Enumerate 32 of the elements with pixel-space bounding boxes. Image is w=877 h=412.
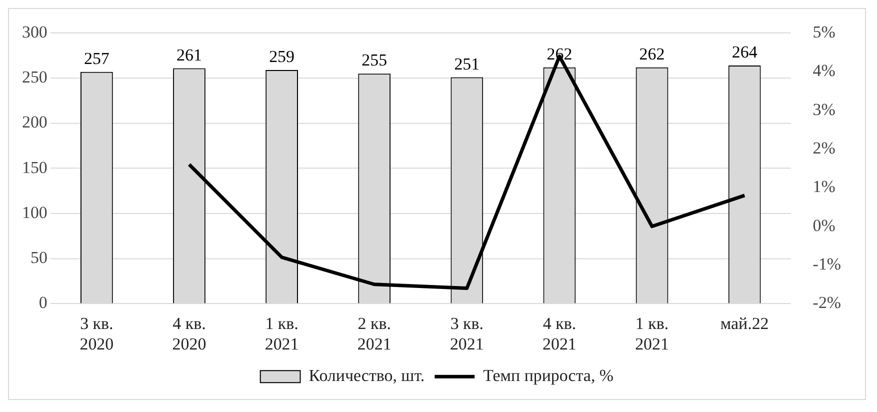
y2-tick-label: 0% [812, 216, 836, 235]
x-tick-label: 1 кв. 2021 [635, 314, 669, 354]
y2-tick-label: 4% [812, 61, 836, 80]
y2-tick-label: 3% [812, 100, 836, 119]
y2-tick-label: 2% [812, 138, 836, 158]
data-label: 259 [269, 47, 295, 66]
y-tick-label: 250 [22, 68, 48, 87]
y2-tick-label: 5% [812, 22, 836, 42]
x-tick-label: 1 кв. 2021 [264, 314, 299, 354]
y2-tick-label: -1% [812, 254, 842, 274]
data-label: 262 [639, 44, 665, 64]
x-tick-label: 3 кв. 2021 [450, 314, 484, 354]
x-tick-label: 2 кв. 2021 [357, 314, 392, 354]
y2-tick-label: 1% [812, 177, 836, 196]
data-label: 257 [84, 48, 110, 68]
y-tick-label: 150 [22, 158, 48, 177]
x-tick-label: май.22 [720, 314, 769, 334]
data-label: 251 [454, 54, 480, 74]
data-label: 261 [176, 45, 202, 64]
y-tick-label: 50 [30, 248, 48, 268]
x-tick-label: 4 кв. 2021 [542, 314, 576, 354]
y-tick-label: 100 [22, 202, 48, 222]
x-tick-label: 3 кв. 2020 [80, 314, 114, 354]
y-tick-label: 200 [22, 112, 48, 132]
x-tick-label: 4 кв. 2020 [172, 314, 206, 354]
legend-label: Темп прироста, % [483, 366, 614, 386]
y-tick-label: 300 [22, 22, 48, 42]
data-label: 264 [732, 42, 758, 62]
y-tick-label: 0 [38, 293, 48, 312]
data-label: 255 [362, 50, 388, 70]
legend-label: Количество, шт. [308, 366, 425, 386]
y2-tick-label: -2% [812, 293, 842, 312]
